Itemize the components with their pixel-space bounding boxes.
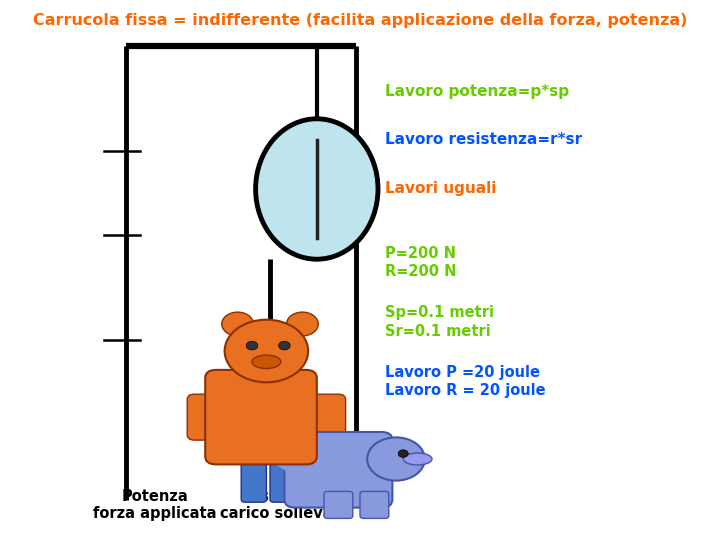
FancyBboxPatch shape: [360, 491, 389, 518]
Circle shape: [279, 341, 290, 350]
Ellipse shape: [252, 355, 281, 368]
Text: Resistenza
carico sollevato: Resistenza carico sollevato: [220, 489, 349, 521]
Text: Carrucola fissa = indifferente (facilita applicazione della forza, potenza): Carrucola fissa = indifferente (facilita…: [33, 14, 687, 29]
Circle shape: [246, 341, 258, 350]
FancyBboxPatch shape: [205, 370, 317, 464]
FancyBboxPatch shape: [241, 456, 266, 502]
FancyBboxPatch shape: [284, 432, 392, 508]
Text: P=200 N
R=200 N: P=200 N R=200 N: [385, 246, 456, 279]
Ellipse shape: [403, 453, 432, 465]
Circle shape: [287, 312, 318, 336]
Text: Lavoro potenza=p*sp: Lavoro potenza=p*sp: [385, 84, 570, 99]
Ellipse shape: [256, 119, 378, 259]
Circle shape: [225, 320, 308, 382]
Text: Potenza
forza applicata: Potenza forza applicata: [93, 489, 217, 521]
Text: Lavori uguali: Lavori uguali: [385, 181, 497, 196]
FancyBboxPatch shape: [187, 394, 230, 440]
FancyBboxPatch shape: [324, 491, 353, 518]
Text: Lavoro resistenza=r*sr: Lavoro resistenza=r*sr: [385, 132, 582, 147]
Text: Lavoro P =20 joule
Lavoro R = 20 joule: Lavoro P =20 joule Lavoro R = 20 joule: [385, 364, 546, 398]
Circle shape: [222, 312, 253, 336]
FancyBboxPatch shape: [270, 456, 295, 502]
Circle shape: [367, 437, 425, 481]
Text: Sp=0.1 metri
Sr=0.1 metri: Sp=0.1 metri Sr=0.1 metri: [385, 305, 494, 339]
FancyBboxPatch shape: [302, 394, 346, 440]
Circle shape: [398, 450, 408, 457]
